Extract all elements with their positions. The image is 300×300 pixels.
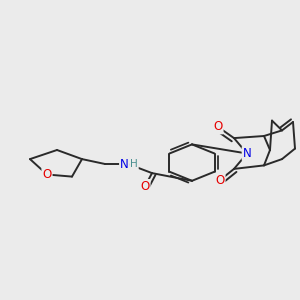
Text: H: H — [130, 159, 138, 169]
Text: N: N — [243, 147, 251, 160]
Text: O: O — [213, 120, 223, 134]
Text: N: N — [120, 158, 129, 170]
Text: O: O — [42, 168, 52, 181]
Text: O: O — [215, 174, 225, 187]
Text: O: O — [140, 180, 150, 193]
